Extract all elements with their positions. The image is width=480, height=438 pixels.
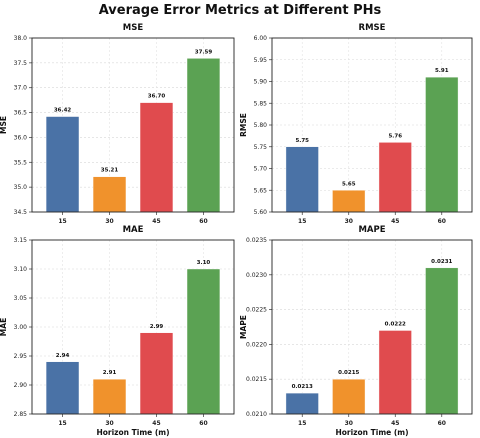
- y-tick-label: 34.5: [14, 209, 28, 216]
- bar-45: [378, 142, 412, 213]
- axes-frame: [31, 239, 235, 415]
- bar-15: [45, 116, 80, 213]
- y-axis-label: RMSE: [239, 113, 248, 137]
- y-tick-label: 2.95: [14, 353, 28, 360]
- y-axis-label: MAE: [0, 318, 8, 336]
- data-label-15: 2.94: [56, 353, 70, 359]
- data-label-15: 36.42: [54, 108, 72, 114]
- x-tick-label-30: 30: [105, 218, 113, 225]
- y-tick-label: 2.90: [14, 382, 28, 389]
- y-tick-label: 5.95: [254, 57, 268, 64]
- bar-15: [285, 146, 319, 213]
- x-axis-label: Horizon Time (m): [96, 428, 169, 437]
- data-label-45: 2.99: [150, 324, 164, 330]
- y-tick-label: 6.00: [254, 35, 268, 42]
- x-tick-label-60: 60: [438, 420, 446, 427]
- x-axis-label: Horizon Time (m): [335, 428, 408, 437]
- figure-title: Average Error Metrics at Different PHs: [99, 3, 382, 18]
- x-tick-label-60: 60: [199, 420, 207, 427]
- bar-30: [92, 379, 127, 415]
- y-tick-label: 5.80: [254, 122, 268, 129]
- bar-30: [332, 379, 366, 415]
- chart-panel-mae: 2.85 2.90 2.95 3.00 3.05 3.10 3.15 2.94 15 2.91 30…: [0, 225, 235, 437]
- y-tick-label: 5.75: [254, 144, 268, 151]
- bar-30: [332, 190, 366, 213]
- y-axis-label: MAPE: [239, 315, 248, 339]
- bar-45: [378, 330, 412, 415]
- x-tick-label-30: 30: [345, 218, 353, 225]
- bar-60: [186, 58, 221, 213]
- x-tick-label-60: 60: [438, 218, 446, 225]
- data-label-15: 5.75: [295, 138, 309, 144]
- panel-title: MAPE: [358, 225, 385, 235]
- data-label-60: 0.0231: [431, 259, 452, 265]
- data-label-30: 0.0215: [338, 370, 359, 376]
- bar-15: [45, 361, 80, 415]
- data-label-60: 5.91: [435, 68, 449, 74]
- y-tick-label: 3.00: [14, 324, 28, 331]
- y-tick-label: 5.60: [254, 209, 268, 216]
- y-tick-label: 3.10: [14, 266, 28, 273]
- axes-frame: [271, 37, 473, 213]
- x-tick-label-30: 30: [105, 420, 113, 427]
- bar-30: [92, 176, 127, 213]
- y-tick-label: 0.0225: [246, 307, 267, 314]
- x-tick-label-15: 15: [58, 218, 66, 225]
- chart-panel-mape: 0.0210 0.0215 0.0220 0.0225 0.0230 0.0235 0.02…: [239, 225, 473, 437]
- chart-panel-mse: 34.5 35.0 35.5 36.0 36.5 37.0 37.5 38.0 36.42 15 3…: [0, 23, 235, 225]
- data-label-45: 0.0222: [385, 321, 406, 327]
- y-tick-label: 0.0220: [246, 341, 267, 348]
- panel-title: MAE: [123, 225, 144, 235]
- x-tick-label-45: 45: [152, 218, 160, 225]
- y-tick-label: 5.90: [254, 79, 268, 86]
- panel-title: MSE: [123, 23, 144, 33]
- axes-frame: [31, 37, 235, 213]
- x-tick-label-15: 15: [298, 218, 306, 225]
- y-tick-label: 0.0230: [246, 272, 267, 279]
- y-tick-label: 37.0: [14, 85, 28, 92]
- x-tick-label-15: 15: [58, 420, 66, 427]
- y-tick-label: 3.15: [14, 237, 28, 244]
- y-tick-label: 36.5: [14, 110, 28, 117]
- y-tick-label: 35.5: [14, 159, 28, 166]
- y-tick-label: 5.65: [254, 187, 268, 194]
- data-label-15: 0.0213: [292, 384, 313, 390]
- x-tick-label-45: 45: [152, 420, 160, 427]
- data-label-60: 37.59: [195, 49, 213, 55]
- bar-60: [186, 268, 221, 415]
- x-tick-label-15: 15: [298, 420, 306, 427]
- x-tick-label-30: 30: [345, 420, 353, 427]
- data-label-30: 5.65: [342, 181, 356, 187]
- y-axis-label: MSE: [0, 116, 8, 134]
- bar-15: [285, 392, 319, 415]
- x-tick-label-45: 45: [391, 420, 399, 427]
- panel-title: RMSE: [359, 23, 386, 33]
- bar-60: [425, 76, 459, 213]
- y-tick-label: 5.85: [254, 100, 268, 107]
- y-tick-label: 0.0210: [246, 411, 267, 418]
- y-tick-label: 38.0: [14, 35, 28, 42]
- y-tick-label: 3.05: [14, 295, 28, 302]
- y-tick-label: 0.0235: [246, 237, 267, 244]
- bar-45: [139, 332, 174, 415]
- y-tick-label: 2.85: [14, 411, 28, 418]
- x-tick-label-45: 45: [391, 218, 399, 225]
- axes-frame: [271, 239, 473, 415]
- x-tick-label-60: 60: [199, 218, 207, 225]
- y-tick-label: 35.0: [14, 184, 28, 191]
- data-label-60: 3.10: [197, 260, 211, 266]
- y-tick-label: 37.5: [14, 60, 28, 67]
- data-label-45: 36.70: [148, 94, 166, 100]
- bar-45: [139, 102, 174, 213]
- y-tick-label: 36.0: [14, 134, 28, 141]
- data-label-30: 35.21: [101, 168, 119, 174]
- y-tick-label: 0.0215: [246, 376, 267, 383]
- y-tick-label: 5.70: [254, 166, 268, 173]
- data-label-45: 5.76: [388, 133, 402, 139]
- chart-panel-rmse: 5.60 5.65 5.70 5.75 5.80 5.85 5.90 5.95 6.00 5.75…: [239, 23, 473, 225]
- data-label-30: 2.91: [103, 370, 117, 376]
- bar-60: [425, 267, 459, 415]
